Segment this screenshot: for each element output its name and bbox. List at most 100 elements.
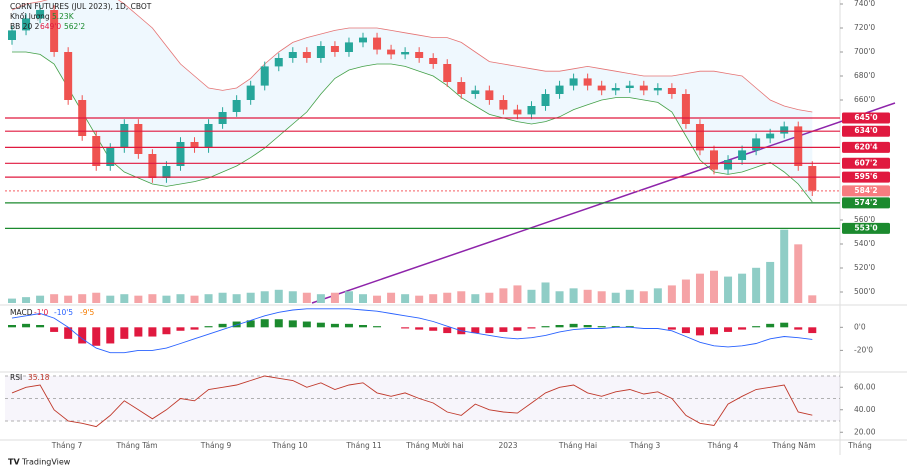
macd-bar	[373, 326, 382, 328]
candle-body	[513, 109, 522, 115]
band-fill	[12, 0, 813, 202]
macd-label: MACD	[10, 308, 33, 317]
volume-bar	[625, 289, 634, 303]
macd-bar	[527, 327, 536, 329]
candle-body	[611, 88, 620, 91]
volume-bar	[653, 288, 662, 303]
macd-bar	[583, 325, 592, 328]
macd-bar	[752, 326, 761, 328]
volume-bar	[8, 298, 16, 303]
candle-body	[64, 52, 73, 100]
candle-body	[359, 37, 367, 43]
volume-bar	[611, 292, 620, 303]
macd-bar	[260, 319, 269, 328]
bb-label: BB 20 2	[10, 22, 40, 31]
candle-body	[710, 150, 718, 170]
volume-bar	[597, 291, 606, 303]
volume-bar	[808, 295, 817, 303]
volume-bar	[330, 292, 339, 303]
level-tag	[842, 197, 890, 209]
volume-bar	[22, 297, 31, 303]
volume-bar	[513, 285, 522, 303]
candle-body	[8, 30, 16, 40]
bb-value: 649'0	[40, 22, 61, 31]
macd-bar	[218, 323, 227, 328]
volume-bar	[401, 294, 410, 303]
x-tick-label: Tháng 4	[707, 441, 739, 450]
macd-bar	[162, 327, 171, 335]
macd-bar	[401, 327, 410, 329]
macd-bar	[302, 321, 311, 328]
macd-bar	[443, 327, 452, 334]
macd-bar	[471, 327, 480, 334]
macd-bar	[22, 323, 31, 328]
level-tag	[842, 185, 890, 197]
candle-body	[274, 58, 283, 67]
macd-bar	[190, 327, 199, 330]
level-label: 645'0	[854, 113, 877, 122]
y-tick-label: 720'0	[854, 23, 875, 32]
level-label: 584'2	[854, 186, 877, 195]
macd-value: -1'0	[34, 308, 49, 317]
x-tick-label: Tháng Hai	[558, 441, 597, 450]
y-tick-label: -20'0	[854, 345, 873, 354]
candle-body	[36, 10, 45, 19]
candle-body	[176, 142, 185, 166]
level-label: 553'0	[854, 223, 877, 232]
macd-bar	[36, 325, 45, 328]
candle-body	[808, 166, 817, 191]
y-tick-label: 520'0	[854, 263, 875, 272]
x-tick-label: 2023	[498, 441, 517, 450]
candle-body	[471, 90, 480, 94]
volume-bar	[499, 288, 508, 303]
macd-bar	[541, 326, 550, 328]
volume-bar	[443, 292, 452, 303]
macd-bar	[724, 327, 733, 332]
macd-bar	[330, 323, 339, 328]
macd-bar	[8, 325, 16, 328]
level-label: 607'2	[854, 158, 877, 167]
x-tick-label: Tháng 3	[629, 441, 661, 450]
candle-body	[344, 42, 353, 52]
lower-band	[12, 51, 813, 203]
candle-body	[569, 78, 578, 86]
macd-bar	[344, 323, 353, 328]
candle-body	[232, 100, 241, 112]
macd-bar	[808, 327, 817, 334]
macd-value: -10'5	[54, 308, 73, 317]
volume-bar	[583, 289, 592, 303]
macd-bar	[64, 327, 73, 339]
volume-bar	[457, 291, 466, 303]
volume-label: Khối lượng	[10, 12, 50, 21]
y-tick-label: 660'0	[854, 95, 875, 104]
candle-body	[106, 148, 115, 166]
volume-bar	[64, 295, 73, 303]
volume-bar	[204, 294, 213, 303]
candle-body	[752, 138, 761, 151]
candle-body	[527, 106, 536, 115]
x-tick-label: Tháng Tám	[115, 441, 157, 450]
x-tick-label: Tháng Năm	[771, 441, 815, 450]
macd-bar	[148, 327, 157, 337]
volume-bar	[190, 295, 199, 303]
candle-body	[667, 88, 676, 94]
y-tick-label: 680'0	[854, 71, 875, 80]
macd-line	[11, 308, 813, 354]
level-tag	[842, 125, 890, 137]
layer: 645'0 634'0 620'4 607'2 595'6 584'2 574'2 553'0…	[5, 0, 890, 450]
volume-bar	[134, 295, 143, 303]
volume-bar	[274, 289, 283, 303]
candle-body	[653, 88, 662, 91]
candle-body	[583, 78, 592, 86]
volume-bar	[667, 285, 676, 303]
y-tick-label: 60.00	[854, 382, 876, 391]
logo: TV	[8, 458, 20, 467]
y-tick-label: 40.00	[854, 405, 876, 414]
candle-body	[724, 160, 733, 170]
candle-body	[780, 126, 789, 134]
volume-bar	[288, 291, 297, 303]
macd-bar	[78, 327, 87, 344]
bb-value: 562'2	[64, 22, 85, 31]
y-tick-label: 500'0	[854, 287, 875, 296]
